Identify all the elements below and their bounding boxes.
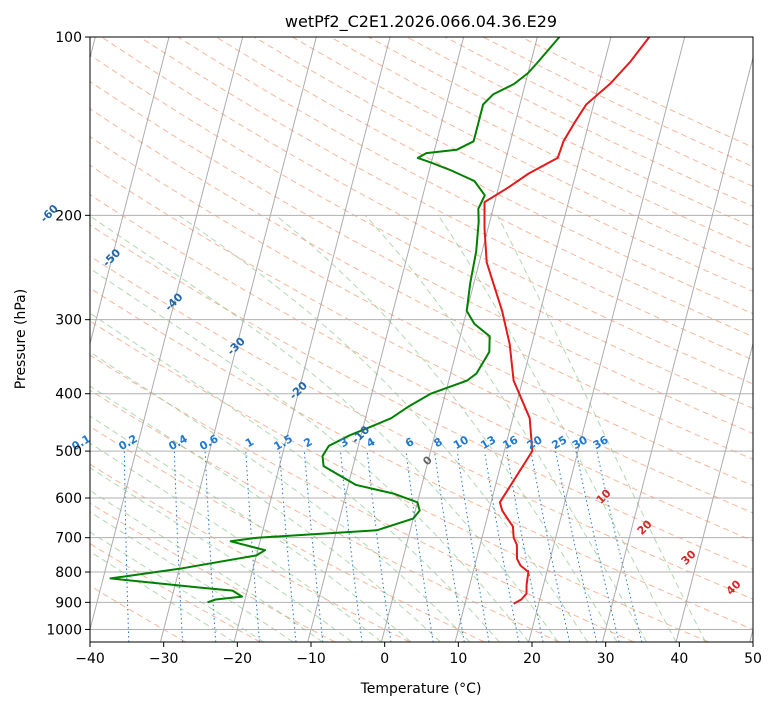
x-tick-label: 40 <box>670 651 688 667</box>
background-lines <box>90 37 753 642</box>
y-tick-label: 1000 <box>46 622 82 638</box>
mixing-ratio-line <box>434 451 465 642</box>
dry-adiabat <box>90 426 485 642</box>
x-tick-label: 10 <box>449 651 467 667</box>
moist-adiabat <box>496 215 707 642</box>
dry-adiabat <box>90 389 560 642</box>
chart-title: wetPf2_C2E1.2026.066.04.36.E29 <box>285 12 557 32</box>
isotherm-line <box>528 37 686 642</box>
dry-adiabat <box>101 37 753 385</box>
moist-adiabat <box>437 215 677 642</box>
mixing-ratio-line <box>173 451 183 642</box>
plot-frame <box>89 36 754 643</box>
y-tick-label: 500 <box>55 444 82 460</box>
dry-adiabat <box>90 136 753 487</box>
x-axis: −40 −30 −20 −10 0 10 20 30 40 50 <box>75 642 762 667</box>
y-tick-label: 800 <box>55 565 82 581</box>
isotherm-line <box>601 55 753 642</box>
dry-adiabat <box>90 164 753 514</box>
isotherm-line <box>90 37 244 632</box>
isotherm-line <box>380 37 538 642</box>
dry-adiabat <box>90 255 753 600</box>
mixing-ratio-line <box>123 451 130 642</box>
y-axis-label: Pressure (hPa) <box>13 289 29 389</box>
isotherm-line <box>675 341 753 642</box>
y-tick-label: 700 <box>55 531 82 547</box>
x-tick-label: 50 <box>744 651 762 667</box>
mixing-ratio-line <box>456 451 490 642</box>
moist-adiabat <box>275 214 618 642</box>
moist-adiabat <box>90 385 441 642</box>
isotherm-line <box>90 37 170 346</box>
mixing-ratio-line <box>279 451 297 642</box>
x-tick-label: −40 <box>75 651 105 667</box>
isotherm-line <box>159 37 317 642</box>
y-tick-label: 300 <box>55 313 82 329</box>
isotherm-line <box>233 37 391 642</box>
mixing-ratio-line <box>245 451 260 642</box>
mixing-ratio-line <box>204 451 217 642</box>
x-tick-label: 0 <box>380 651 389 667</box>
dry-adiabat <box>90 585 186 642</box>
dry-adiabat <box>177 37 753 338</box>
y-axis: 100 200 300 400 500 600 700 800 900 1000 <box>46 30 90 638</box>
y-tick-label: 600 <box>55 491 82 507</box>
x-tick-label: 30 <box>597 651 615 667</box>
y-tick-label: 200 <box>55 208 82 224</box>
mixing-ratio-line <box>303 451 324 642</box>
y-tick-label: 900 <box>55 595 82 611</box>
dry-adiabat <box>90 320 709 642</box>
mixing-ratio-line <box>405 451 434 642</box>
moist-adiabat <box>364 214 648 642</box>
moist-adiabat <box>90 215 559 642</box>
dry-adiabat <box>90 354 635 642</box>
x-tick-label: −30 <box>149 651 179 667</box>
moist-adiabat <box>90 550 235 642</box>
x-tick-label: −20 <box>223 651 253 667</box>
mixing-ratio-line <box>340 451 363 642</box>
x-tick-label: 20 <box>523 651 541 667</box>
isotherm-line <box>307 37 465 642</box>
sounding-profiles <box>109 37 651 605</box>
moist-adiabat <box>90 351 471 642</box>
y-tick-label: 400 <box>55 387 82 403</box>
dewpoint-profile <box>109 37 561 604</box>
x-tick-label: −10 <box>296 651 326 667</box>
moist-adiabat <box>90 442 382 642</box>
grid-lines <box>90 37 753 642</box>
moist-adiabat <box>90 489 323 642</box>
isotherm-line <box>454 37 612 642</box>
temperature-profile <box>483 37 651 605</box>
moist-adiabat <box>90 415 412 642</box>
x-axis-label: Temperature (°C) <box>360 681 482 697</box>
moist-adiabat <box>90 312 500 642</box>
dry-adiabat <box>90 287 753 630</box>
dry-adiabat <box>215 37 753 315</box>
moist-adiabat <box>90 467 353 642</box>
y-tick-label: 100 <box>55 30 82 46</box>
